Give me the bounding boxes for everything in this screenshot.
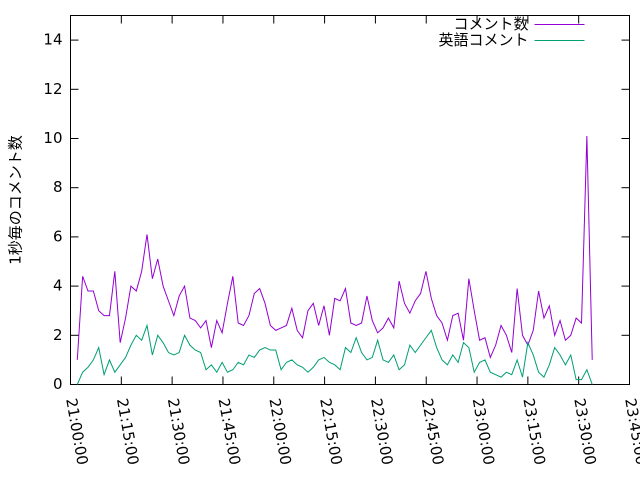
y-tick-label: 12 (43, 80, 62, 98)
y-tick-label: 8 (53, 178, 63, 196)
y-axis-label: 1秒毎のコメント数 (7, 135, 25, 265)
x-tick-label: 22:30:00 (367, 397, 396, 466)
y-tick-label: 14 (43, 31, 62, 49)
legend-label: コメント数 (453, 15, 528, 33)
y-tick-label: 0 (53, 375, 63, 393)
x-tick-label: 22:15:00 (316, 397, 345, 466)
x-tick-label: 21:15:00 (113, 397, 142, 466)
x-tick-label: 22:00:00 (265, 397, 294, 466)
y-tick-label: 6 (53, 227, 63, 245)
x-tick-label: 21:00:00 (62, 397, 91, 466)
x-tick-label: 21:45:00 (215, 397, 244, 466)
y-tick-label: 2 (53, 326, 63, 344)
x-tick-label: 21:30:00 (164, 397, 193, 466)
x-tick-label: 23:45:00 (621, 397, 640, 466)
plot-frame (70, 15, 630, 385)
x-tick-label: 23:00:00 (469, 397, 498, 466)
y-tick-label: 10 (43, 129, 62, 147)
y-tick-label: 4 (53, 277, 63, 295)
x-tick-label: 23:15:00 (519, 397, 548, 466)
series-line (76, 323, 593, 385)
legend-label: 英語コメント (438, 31, 528, 49)
x-tick-label: 23:30:00 (570, 397, 599, 466)
series-line (76, 136, 593, 360)
x-tick-label: 22:45:00 (418, 397, 447, 466)
